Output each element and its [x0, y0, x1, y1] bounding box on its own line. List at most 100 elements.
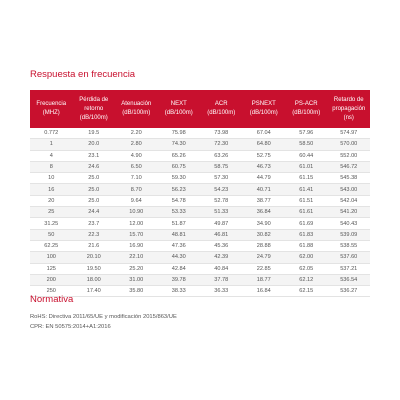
cell: 20	[30, 195, 73, 208]
header-line: (ns)	[343, 114, 354, 121]
cell: 536.27	[327, 285, 370, 298]
cell: 25	[30, 206, 73, 219]
row: 20 25.0 9.64 54.78 52.78 38.77 61.51 542.04	[30, 195, 370, 208]
cell: 50	[30, 229, 73, 241]
cell: 63.26	[200, 150, 243, 162]
cell: 47.36	[157, 240, 200, 253]
row: 62.25 21.6 16.90 47.36 45.36 28.88 61.88 538.55	[30, 240, 370, 253]
cell: 542.04	[327, 195, 370, 208]
row: 31.25 23.7 12.00 51.87 49.87 34.90 61.69 540.43	[30, 217, 370, 230]
cell: 46.81	[200, 229, 243, 241]
cell: 44.79	[242, 172, 285, 185]
cell: 72.30	[200, 138, 243, 151]
table: Frecuencia (MHZ) Pérdida de retorno (dB/100…	[30, 90, 370, 298]
cell: 61.41	[285, 183, 328, 196]
header-line: Retardo de	[333, 96, 364, 103]
cell: 22.3	[72, 229, 115, 241]
cell: 57.30	[200, 172, 243, 185]
cell: 570.00	[327, 138, 370, 151]
cell: 25.20	[115, 263, 158, 275]
cell: 545.38	[327, 172, 370, 185]
row: 1 20.0 2.80 74.30 72.30 64.80 58.50 570.00	[30, 138, 370, 151]
cell: 537.21	[327, 263, 370, 275]
cell: 574.97	[327, 128, 370, 140]
header-line: (dB/100m)	[122, 110, 151, 116]
header-cell: Retardo de propagación (ns)	[327, 90, 370, 128]
cell: 4.90	[115, 150, 158, 162]
section-title: Respuesta en frecuencia	[30, 69, 136, 80]
header-line: (dB/100m)	[207, 110, 236, 116]
row: 8 24.6 6.50 60.75 58.75 46.73 61.01 546.72	[30, 161, 370, 174]
cell: 22.10	[115, 251, 158, 264]
cell: 31.25	[30, 217, 73, 230]
cell: 62.25	[30, 240, 73, 253]
cell: 62.15	[285, 285, 328, 298]
cell: 61.51	[285, 195, 328, 208]
cell: 75.98	[157, 128, 200, 140]
cell: 25.0	[72, 183, 115, 196]
cell: 200	[30, 274, 73, 287]
cell: 49.87	[200, 217, 243, 230]
cell: 546.72	[327, 161, 370, 174]
cell: 31.00	[115, 274, 158, 287]
cell: 40.84	[200, 263, 243, 275]
cell: 39.78	[157, 274, 200, 287]
cell: 64.80	[242, 138, 285, 151]
cell: 54.78	[157, 195, 200, 208]
cell: 52.75	[242, 150, 285, 162]
cell: 100	[30, 251, 73, 264]
cell: 25.0	[72, 172, 115, 185]
header-cell: Atenuación (dB/100m)	[115, 90, 158, 128]
cell: 19.5	[72, 128, 115, 140]
cell: 24.79	[242, 251, 285, 264]
cell: 6.50	[115, 161, 158, 174]
cell: 22.85	[242, 263, 285, 275]
cell: 18.77	[242, 274, 285, 287]
cell: 52.78	[200, 195, 243, 208]
cell: 7.10	[115, 172, 158, 185]
cell: 19.50	[72, 263, 115, 275]
row: 200 18.00 31.00 39.78 37.78 18.77 62.12 536.54	[30, 274, 370, 287]
cell: 20.10	[72, 251, 115, 264]
cell: 8	[30, 161, 73, 174]
cell: 42.39	[200, 251, 243, 264]
cell: 12.00	[115, 217, 158, 230]
cell: 2.20	[115, 128, 158, 140]
cell: 23.7	[72, 217, 115, 230]
cell: 4	[30, 150, 73, 162]
cell: 17.40	[72, 285, 115, 298]
cell: 37.78	[200, 274, 243, 287]
header-line: PS-ACR	[294, 101, 318, 107]
header-cell: PS-ACR (dB/100m)	[285, 90, 328, 128]
cell: 62.00	[285, 251, 328, 264]
cell: 541.20	[327, 206, 370, 219]
section-title: Normativa	[30, 294, 74, 305]
cell: 38.33	[157, 285, 200, 298]
header-row: Frecuencia (MHZ) Pérdida de retorno (dB/100…	[30, 90, 370, 128]
cell: 537.60	[327, 251, 370, 264]
row: 125 19.50 25.20 42.84 40.84 22.85 62.05 537.21	[30, 263, 370, 275]
header-line: Atenuación	[121, 101, 152, 107]
cell: 44.30	[157, 251, 200, 264]
norm-line: RoHS: Directiva 2011/65/UE y modificació…	[30, 314, 177, 320]
cell: 36.33	[200, 285, 243, 298]
cell: 38.77	[242, 195, 285, 208]
cell: 58.75	[200, 161, 243, 174]
header-line: Pérdida de retorno	[79, 96, 109, 112]
cell: 42.84	[157, 263, 200, 275]
cell: 552.00	[327, 150, 370, 162]
cell: 539.09	[327, 229, 370, 241]
cell: 25.0	[72, 195, 115, 208]
cell: 16.84	[242, 285, 285, 298]
row: 25 24.4 10.90 53.33 51.33 36.84 61.61 541.20	[30, 206, 370, 219]
cell: 56.23	[157, 183, 200, 196]
cell: 28.88	[242, 240, 285, 253]
cell: 67.04	[242, 128, 285, 140]
cell: 24.4	[72, 206, 115, 219]
cell: 20.0	[72, 138, 115, 151]
header-line: PSNEXT	[251, 101, 276, 107]
cell: 125	[30, 263, 73, 275]
header-line: (MHZ)	[42, 110, 60, 116]
cell: 59.30	[157, 172, 200, 185]
